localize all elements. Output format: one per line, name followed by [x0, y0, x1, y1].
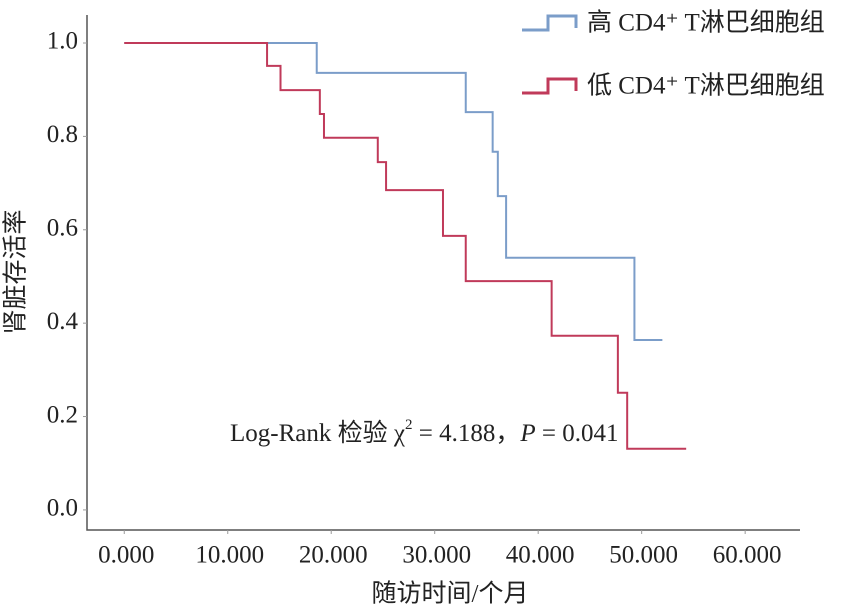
y-tick-label: 1.0	[47, 28, 78, 55]
x-tick-label: 20.000	[299, 542, 368, 569]
x-axis-title: 随访时间/个月	[372, 580, 529, 608]
legend-symbol	[522, 77, 578, 95]
survival-line	[124, 42, 687, 450]
y-tick-label: 0.8	[47, 121, 78, 148]
x-tick-label: 0.000	[98, 542, 154, 569]
x-tick-label: 30.000	[402, 542, 471, 569]
x-tick-label: 50.000	[609, 542, 678, 569]
x-tick-label: 10.000	[195, 542, 264, 569]
y-tick-label: 0.2	[47, 401, 78, 428]
annotation: Log-Rank 检验 χ2 = 4.188，P = 0.041	[230, 417, 618, 446]
survival-line	[124, 42, 663, 341]
legend-symbol	[522, 14, 578, 32]
legend-label: 低 CD4⁺ T淋巴细胞组	[587, 72, 825, 100]
x-tick-label: 40.000	[506, 542, 575, 569]
y-axis-title: 肾脏存活率	[2, 209, 30, 334]
axes	[86, 15, 800, 531]
y-tick-label: 0.0	[47, 495, 78, 522]
y-tick-label: 0.4	[47, 308, 79, 335]
x-tick-label: 60.000	[713, 542, 782, 569]
y-tick-label: 0.6	[47, 215, 78, 242]
legend-label: 高 CD4⁺ T淋巴细胞组	[587, 9, 825, 37]
